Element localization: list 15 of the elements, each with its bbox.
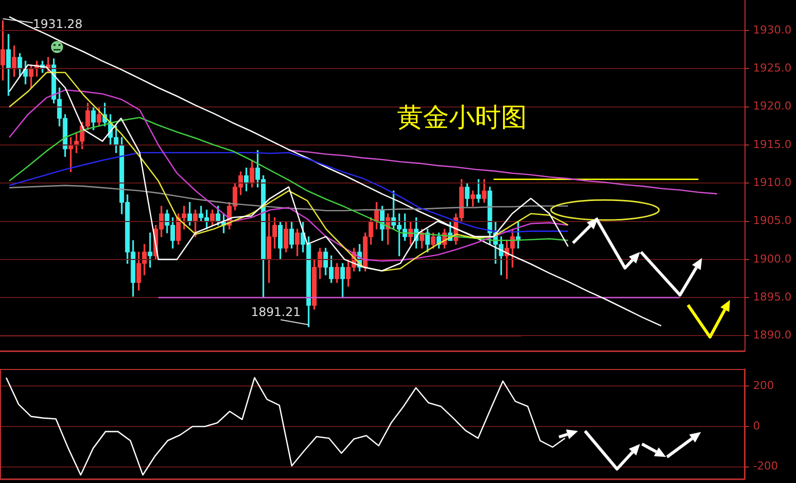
y-tick-label: 1895.0 xyxy=(753,290,792,304)
y-tick-label: 1925.0 xyxy=(753,62,792,75)
y-tick-label: 1910.0 xyxy=(753,176,792,189)
text: 黄金小时图 xyxy=(396,103,527,134)
y-tick-label: 200 xyxy=(753,379,774,392)
annotation: 1931.28 xyxy=(32,16,82,31)
y-tick-label: 1920.0 xyxy=(753,100,792,113)
y-tick-label: 1915.0 xyxy=(753,138,792,151)
y-tick-label: 1905.0 xyxy=(753,214,792,228)
y-tick-label: 1900.0 xyxy=(753,252,792,266)
annotation: 1891.21 xyxy=(251,304,301,319)
y-tick-label: 0 xyxy=(753,419,760,432)
y-tick-label: 1890.0 xyxy=(753,328,792,342)
y-tick-label: 1930.0 xyxy=(753,23,792,36)
y-tick-label: -200 xyxy=(753,460,778,473)
